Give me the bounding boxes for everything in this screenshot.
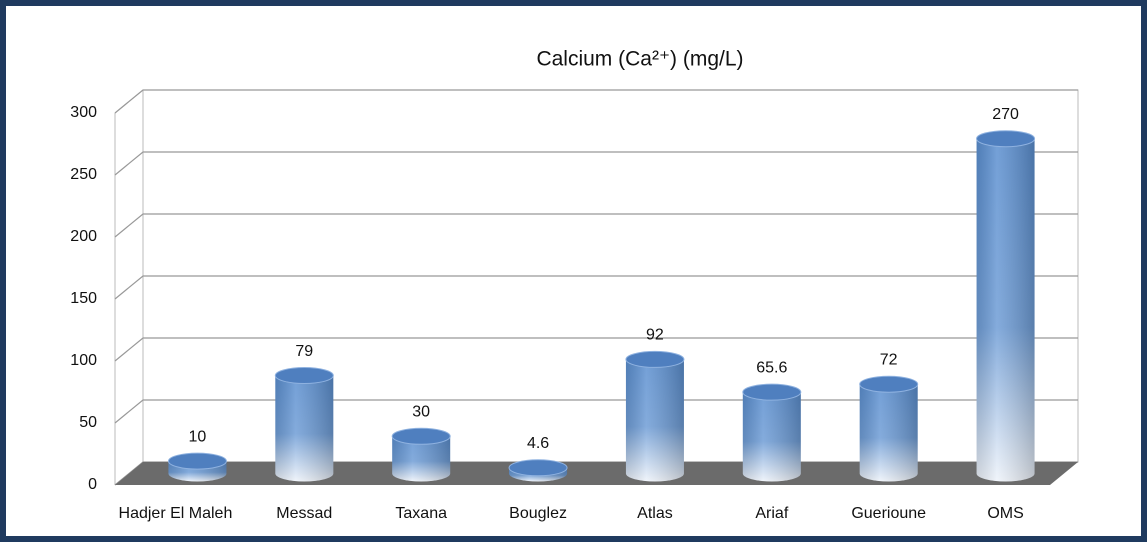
x-tick-label: OMS (987, 505, 1023, 522)
bar-shade (625, 359, 684, 482)
bar-shade (275, 375, 334, 482)
grid-line (114, 151, 1078, 176)
data-label: 79 (295, 343, 313, 360)
x-tick-label: Atlas (637, 505, 673, 522)
chart-title: Calcium (Ca²⁺) (mg/L) (536, 48, 743, 71)
x-tick-label: Messad (276, 505, 332, 522)
bar-top (625, 350, 685, 368)
y-tick-label: 250 (70, 166, 97, 183)
x-tick-label: Taxana (395, 505, 447, 522)
bar-top (167, 452, 227, 470)
bar-top (391, 427, 451, 445)
bar-top (508, 459, 568, 477)
bar-top (274, 367, 334, 385)
data-label: 72 (880, 351, 898, 368)
x-tick-label: Guerioune (851, 505, 926, 522)
x-tick-label: Hadjer El Maleh (119, 505, 233, 522)
data-label: 10 (189, 428, 207, 445)
y-tick-label: 50 (79, 414, 97, 431)
floor (115, 462, 1078, 485)
x-tick-label: Bouglez (509, 505, 567, 522)
x-tick-label: Ariaf (755, 505, 788, 522)
y-tick-label: 0 (88, 476, 97, 493)
bar-top (742, 383, 802, 401)
y-tick-label: 150 (70, 290, 97, 307)
y-tick-label: 200 (70, 228, 97, 245)
grid-line (114, 89, 1078, 114)
y-tick-label: 100 (70, 352, 97, 369)
data-label: 30 (412, 404, 430, 421)
grid-line (114, 213, 1078, 238)
bar-top (976, 130, 1036, 148)
bar-shade (392, 436, 451, 482)
data-label: 92 (646, 327, 664, 344)
data-label: 4.6 (527, 435, 549, 452)
bar-shade (976, 138, 1035, 482)
data-label: 270 (992, 106, 1019, 123)
bar-shade (859, 384, 918, 482)
grid-line (114, 337, 1078, 362)
bar-shade (742, 392, 801, 482)
data-label: 65.6 (756, 359, 787, 376)
grid-line (114, 275, 1078, 300)
y-tick-label: 300 (70, 104, 97, 121)
bar-top (859, 375, 919, 393)
